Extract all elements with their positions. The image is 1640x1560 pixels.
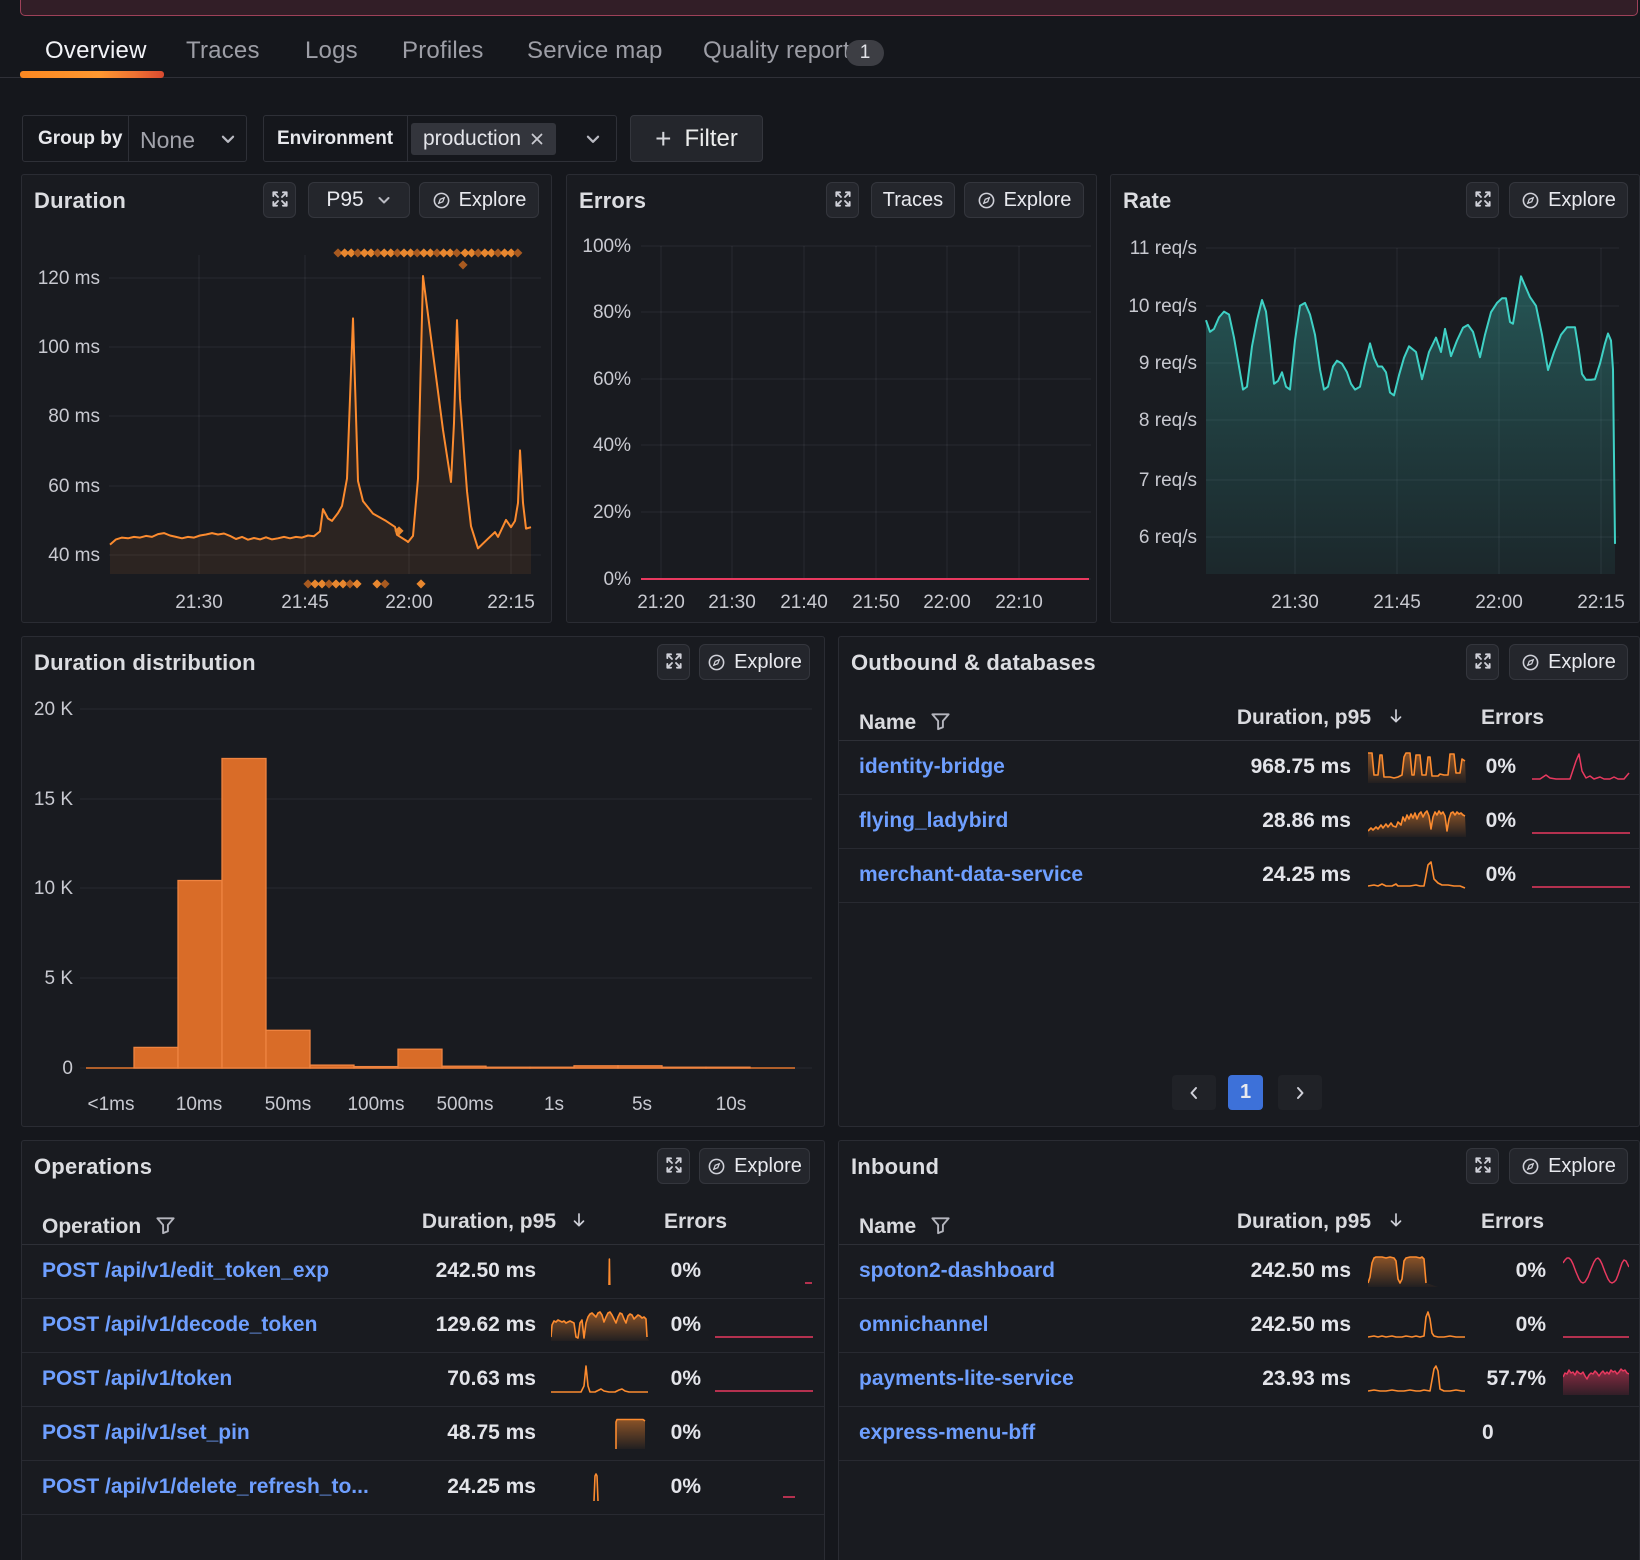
svg-text:10s: 10s — [716, 1094, 747, 1115]
svg-text:40 ms: 40 ms — [48, 545, 100, 566]
svg-text:22:15: 22:15 — [1577, 592, 1625, 613]
svg-text:20%: 20% — [593, 502, 631, 523]
svg-text:21:40: 21:40 — [780, 592, 828, 613]
svg-text:500ms: 500ms — [436, 1094, 493, 1115]
svg-text:120 ms: 120 ms — [38, 268, 100, 289]
svg-text:20 K: 20 K — [34, 699, 73, 720]
svg-text:21:30: 21:30 — [708, 592, 756, 613]
svg-text:9 req/s: 9 req/s — [1139, 353, 1197, 374]
svg-text:100%: 100% — [582, 236, 631, 257]
svg-text:5s: 5s — [632, 1094, 652, 1115]
svg-text:10 K: 10 K — [34, 878, 73, 899]
svg-text:1s: 1s — [544, 1094, 564, 1115]
svg-text:<1ms: <1ms — [88, 1094, 135, 1115]
svg-text:21:45: 21:45 — [281, 592, 329, 613]
svg-text:0: 0 — [62, 1058, 73, 1079]
svg-text:40%: 40% — [593, 435, 631, 456]
svg-text:7 req/s: 7 req/s — [1139, 470, 1197, 491]
svg-text:22:00: 22:00 — [385, 592, 433, 613]
svg-text:10 req/s: 10 req/s — [1128, 296, 1197, 317]
svg-text:80 ms: 80 ms — [48, 406, 100, 427]
svg-text:100 ms: 100 ms — [38, 337, 100, 358]
svg-text:22:00: 22:00 — [923, 592, 971, 613]
svg-text:21:20: 21:20 — [637, 592, 685, 613]
svg-text:10ms: 10ms — [176, 1094, 222, 1115]
svg-text:22:10: 22:10 — [995, 592, 1043, 613]
svg-text:21:45: 21:45 — [1373, 592, 1421, 613]
svg-text:80%: 80% — [593, 302, 631, 323]
svg-text:11 req/s: 11 req/s — [1130, 238, 1197, 259]
svg-text:60%: 60% — [593, 369, 631, 390]
svg-text:6 req/s: 6 req/s — [1139, 527, 1197, 548]
svg-text:15 K: 15 K — [34, 789, 73, 810]
svg-text:100ms: 100ms — [347, 1094, 404, 1115]
svg-text:21:50: 21:50 — [852, 592, 900, 613]
svg-text:21:30: 21:30 — [1271, 592, 1319, 613]
svg-text:60 ms: 60 ms — [48, 476, 100, 497]
svg-text:5 K: 5 K — [44, 968, 73, 989]
svg-text:8 req/s: 8 req/s — [1139, 410, 1197, 431]
svg-text:22:15: 22:15 — [487, 592, 535, 613]
svg-text:21:30: 21:30 — [175, 592, 223, 613]
svg-text:22:00: 22:00 — [1475, 592, 1523, 613]
svg-text:0%: 0% — [604, 569, 632, 590]
svg-text:50ms: 50ms — [265, 1094, 311, 1115]
